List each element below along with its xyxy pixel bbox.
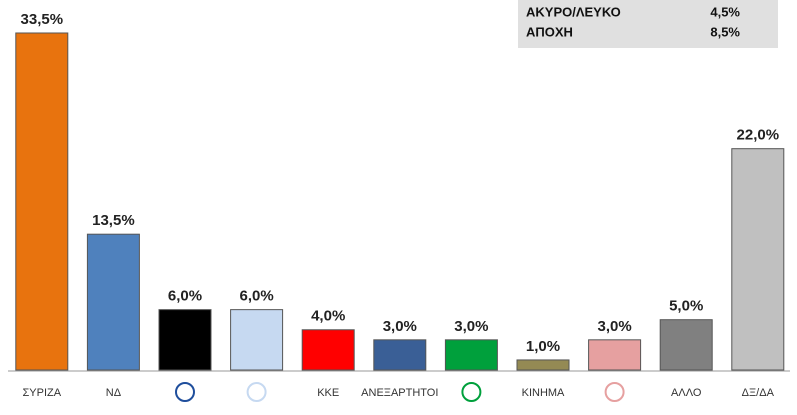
bar [373,339,427,371]
bar [659,319,713,371]
category-label: ΑΛΛΟ [671,387,702,399]
summary-box [518,0,778,48]
category-label: ΝΔ [106,387,122,399]
value-label: 3,0% [597,318,631,335]
category-label: ΣΥΡΙΖΑ [23,387,62,399]
category-label: ΑΝΕΞΑΡΤΗΤΟΙ [361,387,438,399]
value-label: 33,5% [21,11,64,28]
summary-value: 8,5% [710,24,740,39]
category-label: ΔΞ/ΔΑ [742,387,775,399]
party-logo [175,382,195,402]
value-label: 3,0% [383,318,417,335]
party-logo [461,382,482,402]
category-label: ΚΚΕ [317,387,339,399]
value-label: 4,0% [311,308,345,325]
bar [158,309,212,371]
summary-value: 4,5% [710,4,740,19]
value-label: 3,0% [454,318,488,335]
party-logo [246,382,267,402]
bar [15,32,69,371]
value-label: 6,0% [168,288,202,305]
value-label: 5,0% [669,298,703,315]
value-label: 1,0% [526,338,560,355]
value-label: 6,0% [239,288,273,305]
value-label: 13,5% [92,212,135,229]
category-label: ΚΙΝΗΜΑ [522,387,565,399]
bar [588,339,642,371]
bar [86,233,140,371]
bar [516,359,570,371]
bar [230,309,284,371]
summary-label: ΑΠΟΧΗ [526,24,573,39]
value-label: 22,0% [737,127,780,144]
summary-label: ΑΚΥΡΟ/ΛΕΥΚΟ [526,4,621,19]
bar [731,148,785,371]
party-logo [604,382,625,402]
bar [444,339,498,371]
bar [301,329,355,371]
